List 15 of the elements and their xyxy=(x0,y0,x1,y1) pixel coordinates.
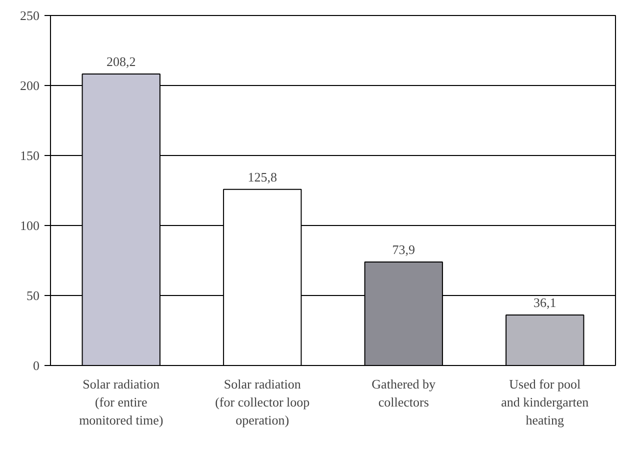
data-label: 208,2 xyxy=(106,54,136,70)
x-tick-label: Solar radiation (for entire monitored time) xyxy=(79,376,164,428)
data-label: 36,1 xyxy=(534,294,556,310)
data-label: 125,8 xyxy=(248,169,277,184)
x-tick-label: Gathered by collectors xyxy=(372,376,436,410)
y-tick-label: 150 xyxy=(20,148,40,163)
y-tick-label: 0 xyxy=(33,358,40,373)
x-tick-label: Used for pool and kindergarten heating xyxy=(501,376,590,428)
x-tick-label: Solar radiation (for collector loop operation) xyxy=(215,376,310,428)
y-tick-label: 200 xyxy=(20,78,40,93)
y-tick-label: 50 xyxy=(26,288,40,303)
y-tick-label: 100 xyxy=(20,218,40,233)
data-label: 73,9 xyxy=(392,242,415,258)
bar xyxy=(506,314,584,366)
y-tick-label: 250 xyxy=(20,8,40,23)
